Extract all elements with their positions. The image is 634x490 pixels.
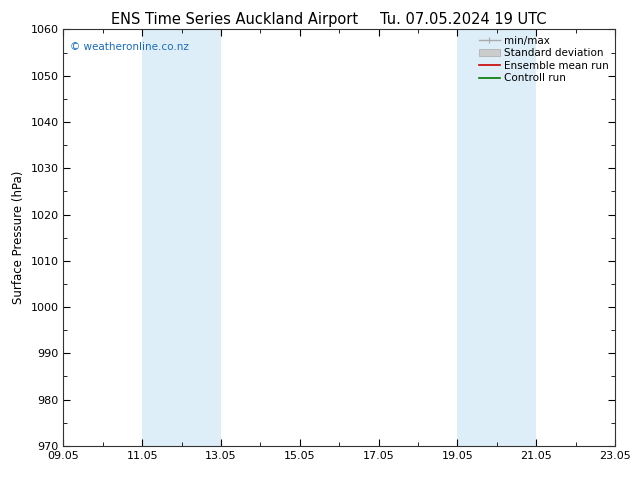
Bar [457, 29, 536, 446]
Y-axis label: Surface Pressure (hPa): Surface Pressure (hPa) [12, 171, 25, 304]
Text: © weatheronline.co.nz: © weatheronline.co.nz [70, 42, 189, 52]
Text: Tu. 07.05.2024 19 UTC: Tu. 07.05.2024 19 UTC [380, 12, 546, 27]
Text: ENS Time Series Auckland Airport: ENS Time Series Auckland Airport [111, 12, 358, 27]
Legend: min/max, Standard deviation, Ensemble mean run, Controll run: min/max, Standard deviation, Ensemble me… [476, 32, 612, 87]
Bar [142, 29, 221, 446]
